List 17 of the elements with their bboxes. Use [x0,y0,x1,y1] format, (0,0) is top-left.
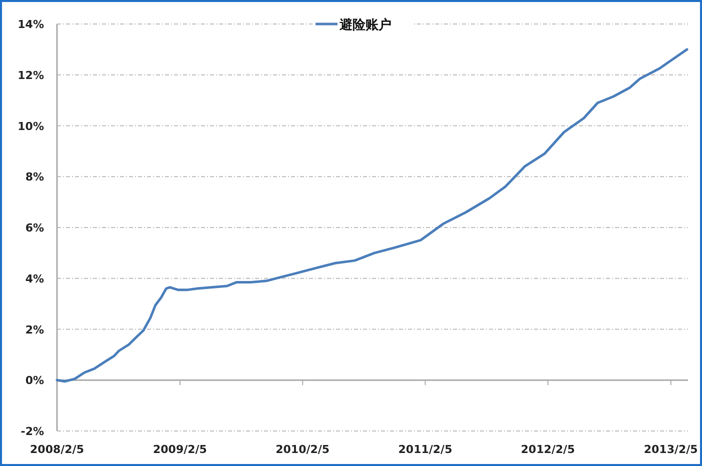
y-tick-label: 14% [18,18,44,31]
y-tick-label: 10% [18,120,44,133]
x-tick-label: 2009/2/5 [152,443,207,456]
x-tick-label: 2010/2/5 [276,443,330,456]
y-tick-label: 4% [25,272,44,286]
y-tick-label: 12% [18,68,44,82]
x-tick-label: 2008/2/5 [30,443,84,456]
line-series [56,48,688,383]
y-tick-label: 2% [25,323,44,336]
y-tick-label: 6% [25,222,44,234]
y-tick-label: 0% [25,374,44,388]
legend-label: 避险账户 [338,17,392,33]
y-tick-label: 8% [25,170,44,184]
y-tick-label: -2% [20,425,44,438]
x-tick-label: 2012/2/5 [520,443,575,456]
x-tick-label: 2013/2/5 [644,443,698,456]
x-tick-label: 2011/2/5 [398,443,452,456]
